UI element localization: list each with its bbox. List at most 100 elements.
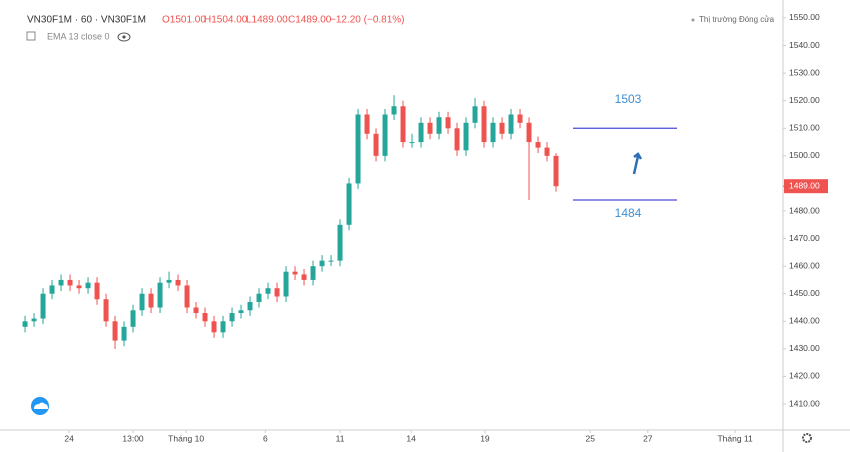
candle-body <box>436 117 442 134</box>
candle-body <box>337 224 343 261</box>
y-tick-label: 1550.00 <box>789 12 820 22</box>
candle-body <box>409 142 415 144</box>
candle-body <box>292 271 298 275</box>
candle-body <box>364 114 370 134</box>
x-tick-label: 14 <box>406 433 416 443</box>
ohlc-high: H1504.00 <box>204 15 248 26</box>
y-tick-label: 1470.00 <box>789 233 820 243</box>
candle-body <box>481 106 487 143</box>
candle-body <box>85 282 91 289</box>
candle-body <box>40 293 46 319</box>
candle-body <box>121 326 127 341</box>
indicator: EMA 13 close 0 <box>47 31 110 41</box>
symbol: VN30F1M · 60 · VN30F1M <box>27 15 146 26</box>
x-tick-label: Tháng 11 <box>717 433 753 443</box>
visibility-icon-pupil <box>122 35 126 39</box>
candle-body <box>157 282 163 308</box>
candle-body <box>238 310 244 314</box>
candle-body <box>310 266 316 280</box>
candle-body <box>382 114 388 156</box>
x-tick-label: 25 <box>585 433 595 443</box>
candle-body <box>463 122 469 151</box>
visibility-icon[interactable] <box>117 32 131 42</box>
logo-cloud <box>34 402 48 409</box>
candle-body <box>454 128 460 151</box>
candle-body <box>283 271 289 297</box>
candle-body <box>148 293 154 308</box>
annotation: 1503 <box>615 92 642 106</box>
candle-body <box>355 114 361 184</box>
candle-body <box>130 310 136 327</box>
y-tick-label: 1520.00 <box>789 95 820 105</box>
candle-body <box>544 147 550 156</box>
x-tick-label: 11 <box>336 433 345 443</box>
candle-body <box>184 285 190 308</box>
candle-body <box>373 133 379 156</box>
candle-body <box>490 122 496 143</box>
collapse-icon[interactable] <box>26 31 36 41</box>
candle-body <box>517 114 523 123</box>
y-tick-label: 1450.00 <box>789 288 820 298</box>
candle-body <box>67 279 73 286</box>
x-tick-label: 6 <box>263 433 268 443</box>
candle-body <box>220 321 226 333</box>
candle-body <box>391 106 397 115</box>
status-dot <box>691 18 695 22</box>
y-tick-label: 1430.00 <box>789 343 820 353</box>
arrow-icon <box>632 152 643 175</box>
candle-body <box>328 260 334 262</box>
x-tick-label: 19 <box>480 433 490 443</box>
candle-body <box>247 302 253 311</box>
change: −12.20 (−0.81%) <box>330 15 405 26</box>
candle-body <box>256 293 262 303</box>
last-price-box <box>784 179 828 194</box>
x-tick-label: Tháng 10 <box>168 433 204 443</box>
ohlc-close: C1489.00 <box>288 15 332 26</box>
last-price-label: 1489.00 <box>789 180 820 190</box>
candle-body <box>103 299 109 322</box>
candle-body <box>265 288 271 294</box>
x-tick-label: 27 <box>643 433 653 443</box>
candle-body <box>346 183 352 225</box>
candle-body <box>418 122 424 143</box>
candle-body <box>535 142 541 148</box>
y-tick-label: 1530.00 <box>789 67 820 77</box>
candle-body <box>175 279 181 286</box>
candle-body <box>193 307 199 314</box>
candle-body <box>112 321 118 341</box>
y-tick-label: 1480.00 <box>789 205 820 215</box>
y-tick-label: 1420.00 <box>789 371 820 381</box>
candle-body <box>229 313 235 322</box>
settings-icon[interactable] <box>802 433 812 443</box>
y-tick-label: 1440.00 <box>789 316 820 326</box>
x-tick-label: 24 <box>64 433 74 443</box>
candle-body <box>94 282 100 300</box>
candle-body <box>472 106 478 123</box>
x-tick-label: 13:00 <box>122 433 144 443</box>
y-tick-label: 1510.00 <box>789 123 820 133</box>
candle-body <box>445 117 451 129</box>
candle-body <box>400 106 406 143</box>
candle-body <box>139 293 145 311</box>
candle-body <box>49 285 55 294</box>
candle-body <box>31 318 37 322</box>
candle-body <box>22 321 28 327</box>
candle-body <box>76 285 82 289</box>
candle-body <box>526 122 532 143</box>
y-tick-label: 1410.00 <box>789 398 820 408</box>
ohlc-open: O1501.00 <box>162 15 206 26</box>
ohlc-low: L1489.00 <box>246 15 288 26</box>
market-status: Thị trường Đóng cửa <box>699 15 775 24</box>
y-tick-label: 1500.00 <box>789 150 820 160</box>
candle-body <box>427 122 433 134</box>
candle-body <box>166 279 172 283</box>
candle-body <box>301 274 307 280</box>
y-tick-label: 1540.00 <box>789 40 820 50</box>
candle-body <box>319 260 325 267</box>
candle-body <box>202 313 208 322</box>
candle-body <box>274 288 280 297</box>
candle-body <box>553 155 559 187</box>
